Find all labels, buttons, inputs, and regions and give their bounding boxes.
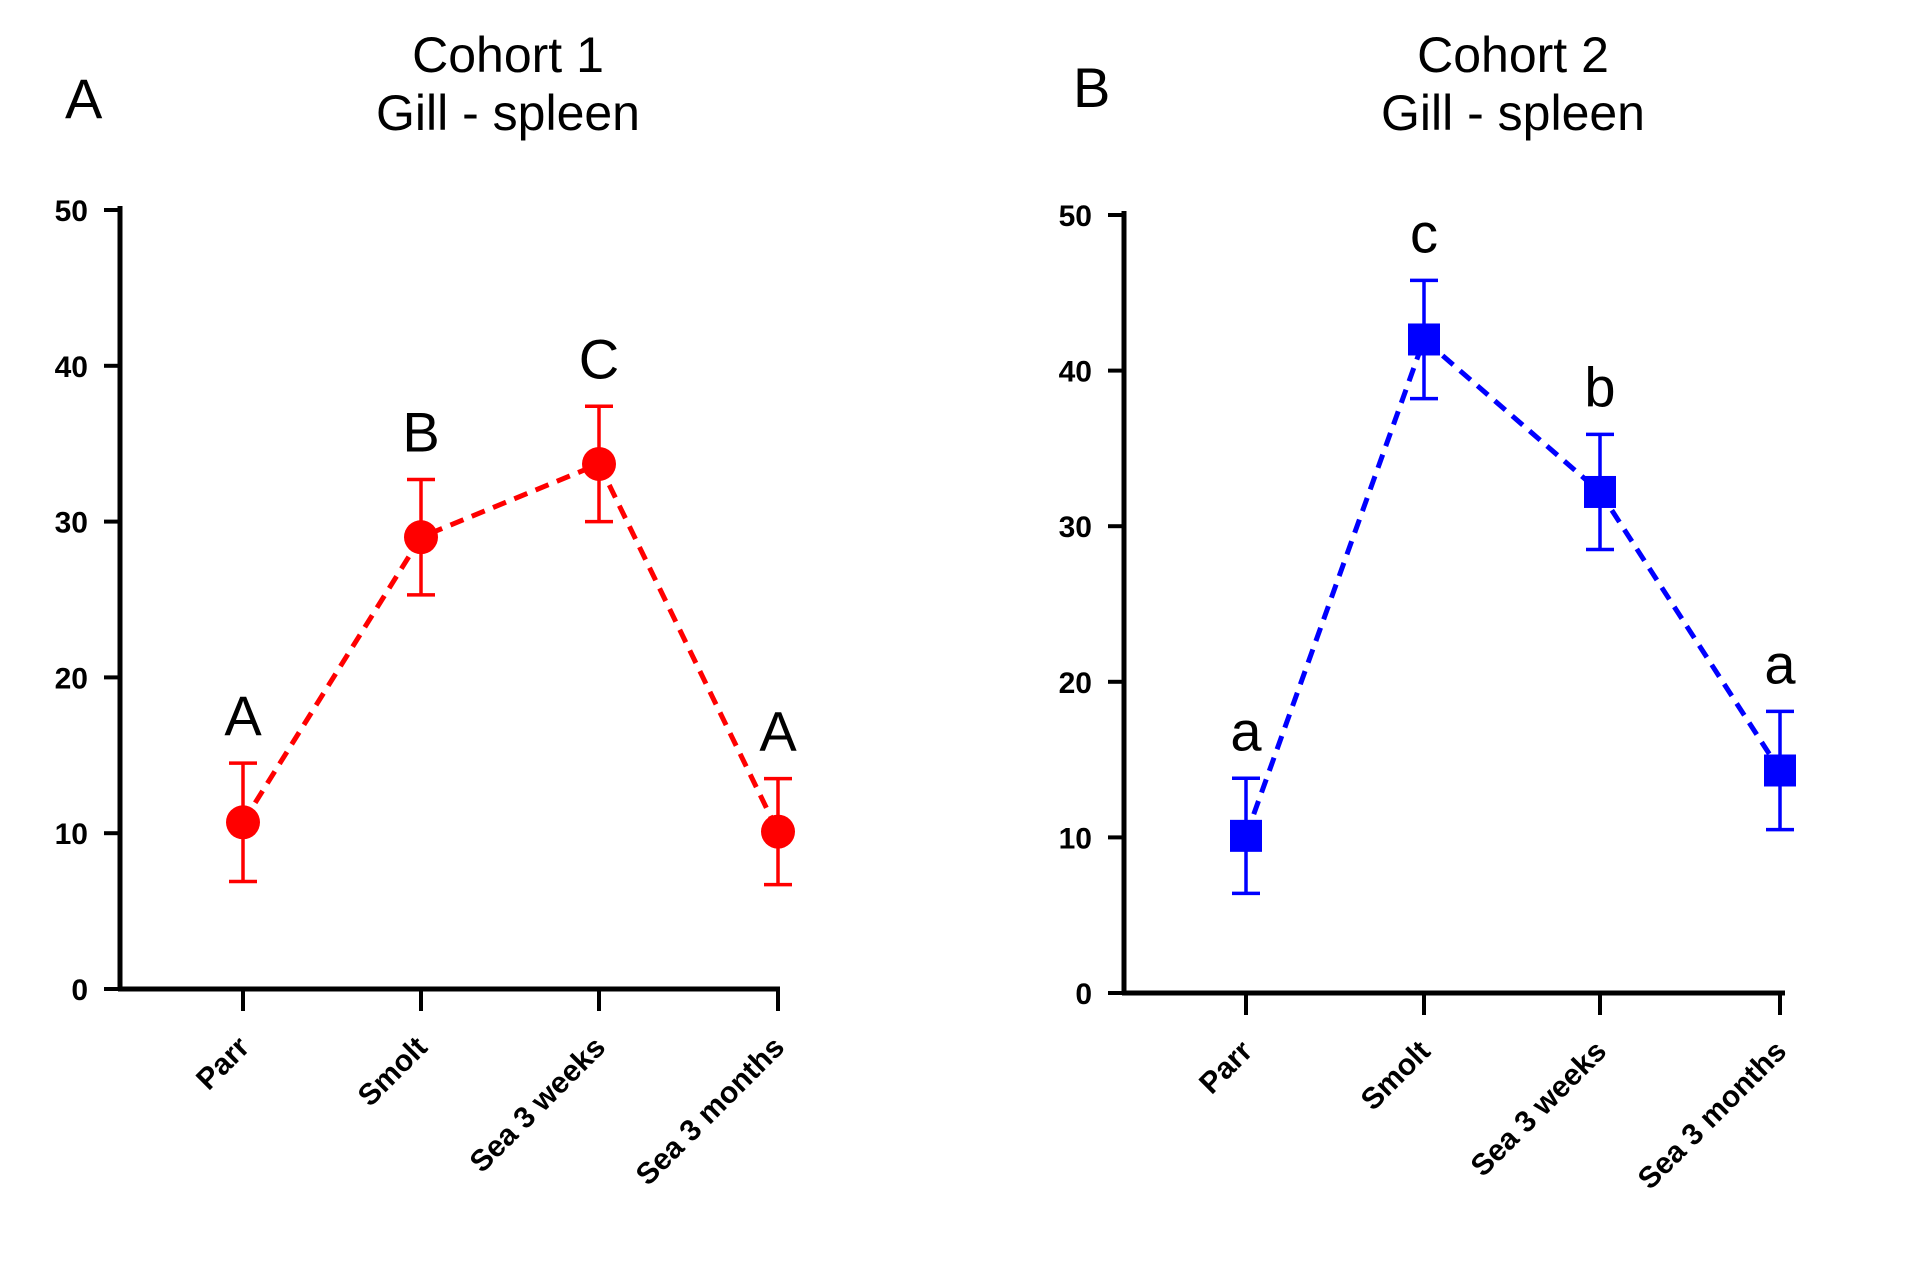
- panel-b-title: Cohort 2: [1417, 27, 1609, 83]
- panel-a-subtitle: Gill - spleen: [376, 85, 640, 141]
- p2-y-tick-label: 30: [1059, 511, 1092, 544]
- panel-b-plot: 0 10 20 30 40 50 Parr Smolt Sea 3 weeks Sea 3 mon…: [1059, 200, 1797, 1196]
- panel-b: B Cohort 2 Gill - spleen 0 10 20 30 40 50 Parr…: [1059, 27, 1797, 1196]
- p2-data-point: [1764, 754, 1796, 787]
- panel-a: A Cohort 1 Gill - spleen 0 10 20 30 40 50 Parr…: [55, 27, 798, 1192]
- p2-x-tick-label: Sea 3 weeks: [1465, 1035, 1613, 1183]
- p2-data-point: [1584, 475, 1616, 508]
- p2-y-tick-label: 0: [1075, 978, 1092, 1011]
- p1-y-tick-label: 30: [55, 507, 88, 540]
- p1-data-point: [761, 814, 795, 849]
- p2-significance-label: c: [1410, 201, 1438, 264]
- p2-x-tick-label: Sea 3 months: [1632, 1035, 1793, 1196]
- p2-y-tick-label: 20: [1059, 667, 1092, 700]
- p2-significance-label: a: [1764, 632, 1796, 695]
- panel-a-plot: 0 10 20 30 40 50 Parr Smolt Sea 3 weeks Sea 3 mon…: [55, 195, 798, 1192]
- p1-data-point: [226, 805, 260, 840]
- p2-significance-label: a: [1230, 699, 1262, 762]
- p1-significance-label: A: [224, 684, 262, 747]
- p2-y-tick-label: 40: [1059, 356, 1092, 389]
- panel-b-subtitle: Gill - spleen: [1381, 85, 1645, 141]
- p1-x-tick-label: Sea 3 weeks: [464, 1031, 612, 1179]
- p1-significance-label: A: [759, 700, 797, 763]
- p2-data-point: [1408, 323, 1440, 356]
- p1-significance-label: C: [579, 327, 619, 390]
- p1-y-tick-label: 0: [71, 974, 88, 1007]
- p2-x-tick-label: Smolt: [1355, 1035, 1437, 1117]
- p1-x-tick-label: Sea 3 months: [630, 1031, 791, 1192]
- p1-y-tick-label: 10: [55, 818, 88, 851]
- p1-series-line: [240, 460, 781, 833]
- panel-a-letter: A: [65, 67, 103, 130]
- p2-y-tick-label: 10: [1059, 822, 1092, 855]
- p1-significance-label: B: [402, 401, 439, 464]
- p1-y-tick-label: 50: [55, 195, 88, 228]
- p2-series-line: [1243, 335, 1783, 837]
- p1-data-point: [582, 446, 616, 481]
- p1-y-tick-label: 20: [55, 662, 88, 695]
- p1-data-point: [404, 520, 438, 555]
- p2-x-tick-label: Parr: [1193, 1034, 1259, 1100]
- p1-x-tick-label: Parr: [190, 1030, 256, 1096]
- panel-b-letter: B: [1073, 56, 1110, 119]
- p2-significance-label: b: [1584, 355, 1615, 418]
- panel-a-title: Cohort 1: [412, 27, 604, 83]
- p2-data-point: [1230, 819, 1262, 852]
- p1-y-tick-label: 40: [55, 351, 88, 384]
- p2-y-tick-label: 50: [1059, 200, 1092, 233]
- p1-x-tick-label: Smolt: [352, 1031, 434, 1113]
